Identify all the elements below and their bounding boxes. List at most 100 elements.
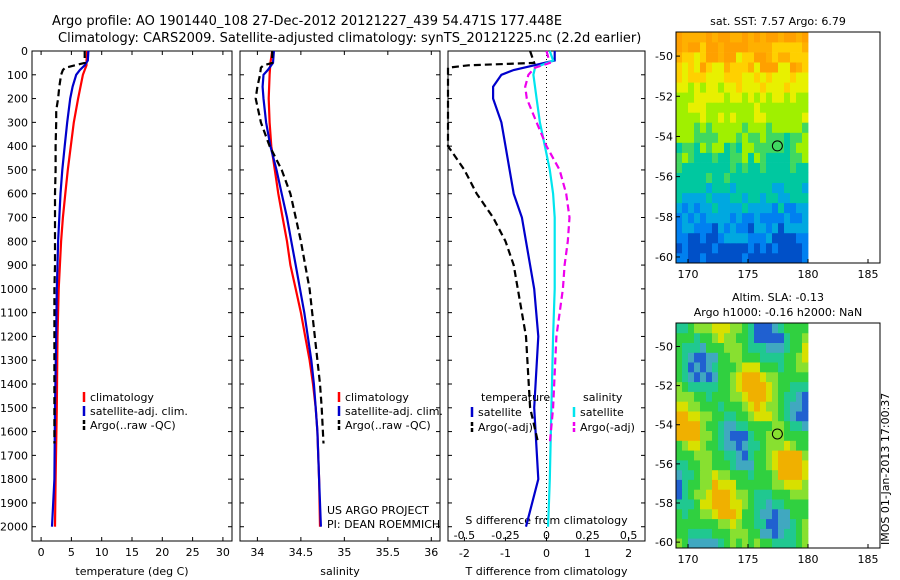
map-cell xyxy=(748,440,755,451)
map-cell xyxy=(724,499,731,510)
y-tick-label: 800 xyxy=(7,235,28,248)
s-tick-label: -0.25 xyxy=(491,529,519,542)
map-cell xyxy=(676,162,683,173)
map-cell xyxy=(682,212,689,224)
series-line-climatology xyxy=(53,50,89,527)
map-cell xyxy=(772,499,779,510)
map-cell xyxy=(772,92,779,103)
map-cell xyxy=(700,32,707,43)
map-cell xyxy=(760,401,767,412)
x-tick-label: -2 xyxy=(459,547,470,560)
map-cell xyxy=(796,469,803,480)
map-cell xyxy=(694,489,701,500)
map-cell xyxy=(802,162,809,173)
map-cell xyxy=(706,352,713,363)
map-cell xyxy=(790,342,797,353)
map-cell xyxy=(790,518,797,529)
map-cell xyxy=(766,460,773,471)
map-cell xyxy=(778,381,785,392)
map-cell xyxy=(700,479,707,490)
map-cell xyxy=(772,518,779,529)
map-cell xyxy=(748,362,755,373)
map-cell xyxy=(754,192,761,204)
map-cell xyxy=(676,342,683,353)
map-cell xyxy=(688,440,695,451)
map-cell xyxy=(796,42,803,53)
map-cell xyxy=(682,450,689,461)
map-cell xyxy=(760,42,767,53)
map-cell xyxy=(802,538,809,549)
map-cell xyxy=(760,381,767,392)
map-cell xyxy=(694,342,701,353)
map-cell xyxy=(700,152,707,163)
map-cell xyxy=(748,142,755,153)
map-cell xyxy=(748,332,755,343)
map-cell xyxy=(724,332,731,343)
map-cell xyxy=(760,142,767,153)
map-cell xyxy=(802,182,809,194)
map-cell xyxy=(748,42,755,53)
map-cell xyxy=(688,528,695,539)
map-cell xyxy=(718,222,725,234)
map-cell xyxy=(682,538,689,549)
map-cell xyxy=(676,518,683,529)
map-cell xyxy=(784,42,791,53)
map-cell xyxy=(730,479,737,490)
map-cell xyxy=(766,253,773,264)
map-cell xyxy=(760,371,767,383)
y-tick-label: 1200 xyxy=(0,330,28,343)
map-cell xyxy=(724,32,731,43)
map-cell xyxy=(742,132,749,143)
map-cell xyxy=(688,420,695,431)
map-cell xyxy=(736,391,743,402)
map-cell xyxy=(790,92,797,103)
map-cell xyxy=(748,430,755,441)
map-cell xyxy=(742,430,749,441)
map-cell xyxy=(796,420,803,431)
map-cell xyxy=(790,82,797,93)
map-cell xyxy=(796,62,803,73)
map-cell xyxy=(784,162,791,173)
map-cell xyxy=(688,342,695,353)
map-cell xyxy=(730,401,737,412)
map-cell xyxy=(706,132,713,143)
map-cell xyxy=(712,508,719,520)
s-tick-label: 0.5 xyxy=(620,529,638,542)
x-tick-label: 175 xyxy=(738,268,759,281)
map-cell xyxy=(778,172,785,183)
map-cell xyxy=(766,401,773,412)
map-cell xyxy=(700,391,707,402)
map-cell xyxy=(682,528,689,539)
map-cell xyxy=(718,489,725,500)
map-cell xyxy=(688,132,695,143)
map-cell xyxy=(706,479,713,490)
map-cell xyxy=(700,42,707,53)
map-cell xyxy=(784,102,791,113)
map-cell xyxy=(706,62,713,73)
map-cell xyxy=(706,253,713,264)
map-cell xyxy=(700,52,707,63)
map-cell xyxy=(736,242,743,254)
map-cell xyxy=(754,172,761,183)
x-tick-label: 0 xyxy=(38,546,45,559)
map-cell xyxy=(736,371,743,383)
map-cell xyxy=(742,62,749,73)
map-cell xyxy=(694,391,701,402)
map-cell xyxy=(790,202,797,214)
map-cell xyxy=(676,411,683,422)
legend-entry: satellite-adj. clim. xyxy=(345,405,443,418)
map-cell xyxy=(742,232,749,244)
map-cell xyxy=(682,202,689,214)
map-cell xyxy=(694,192,701,204)
map-cell xyxy=(718,450,725,461)
legend-entry: satellite xyxy=(478,406,522,419)
map-cell xyxy=(676,499,683,510)
map-cell xyxy=(760,420,767,431)
x-tick-label: 20 xyxy=(155,546,169,559)
map-cell xyxy=(730,242,737,254)
map-cell xyxy=(748,112,755,123)
map-cell xyxy=(694,253,701,264)
map-cell xyxy=(748,420,755,431)
map-cell xyxy=(718,232,725,244)
map-cell xyxy=(802,460,809,471)
